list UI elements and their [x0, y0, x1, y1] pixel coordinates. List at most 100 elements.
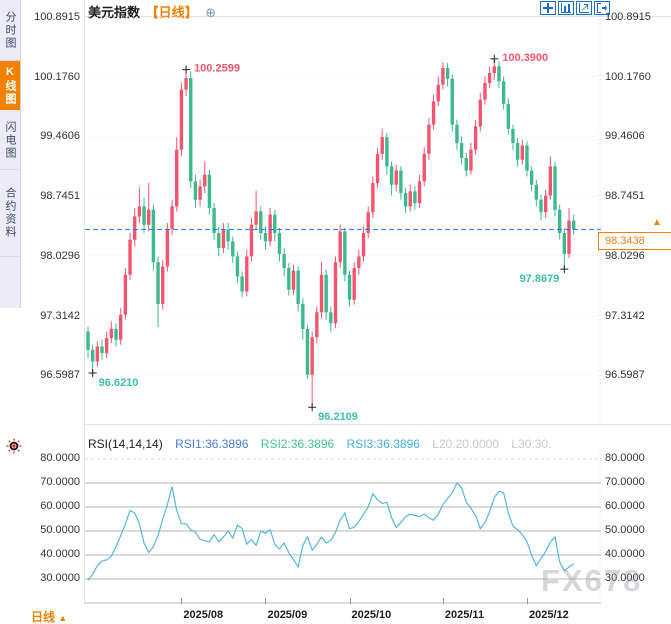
- candle-body: [436, 84, 440, 102]
- marker-cross-icon: [182, 65, 191, 74]
- axis-gutter-divider: [84, 0, 85, 605]
- candle-body: [245, 256, 249, 292]
- price-axis-label: 99.4606: [40, 130, 80, 142]
- add-indicator-icon[interactable]: ⊕: [205, 5, 217, 20]
- x-axis-tick: [181, 598, 183, 604]
- price-chart[interactable]: 100.2599 100.3900 96.6210 96.2109 97.8679: [85, 15, 601, 424]
- candle-body: [366, 212, 370, 234]
- marker-cross-icon: [490, 54, 499, 63]
- candle-body: [501, 81, 506, 104]
- candle-body: [118, 314, 123, 340]
- candle-body: [100, 346, 104, 354]
- rsi2-value: RSI2:36.3896: [260, 437, 335, 451]
- period-selector-label: 日线: [31, 610, 56, 624]
- candle-body: [310, 337, 314, 375]
- price-axis-label: 98.7451: [40, 190, 80, 202]
- candle-body: [403, 193, 408, 207]
- candle-body: [394, 170, 398, 185]
- candle-body: [273, 214, 277, 234]
- sidebar-item-contract-info[interactable]: 合约资料: [0, 170, 20, 257]
- candle-body: [543, 195, 548, 213]
- marker-cross-icon: [560, 265, 569, 274]
- candle-body: [553, 166, 557, 210]
- rsi-header: RSI(14,14,14) RSI1:36.3896 RSI2:36.3896 …: [88, 437, 560, 451]
- candle-body: [291, 270, 296, 290]
- candle-body: [487, 72, 492, 83]
- rsi-chart[interactable]: [85, 450, 601, 604]
- candle-body: [483, 82, 487, 100]
- latest-price-arrow-icon[interactable]: ▲: [652, 217, 662, 228]
- x-axis-label: 2025/12: [528, 609, 569, 621]
- candle-body: [151, 209, 156, 263]
- candlestick-svg[interactable]: 100.2599 100.3900 96.6210 96.2109 97.8679: [85, 15, 601, 424]
- candle-body: [133, 216, 137, 240]
- candle-body: [147, 209, 151, 225]
- price-marker-label: 96.2109: [318, 411, 358, 423]
- x-axis-label: 2025/11: [444, 609, 485, 621]
- candle-body: [296, 270, 300, 304]
- candle-body: [287, 268, 291, 290]
- candle-body: [254, 211, 258, 225]
- candle-body: [520, 145, 525, 160]
- candle-body: [571, 220, 576, 230]
- price-axis-label: 100.8915: [34, 11, 80, 23]
- pan-icon[interactable]: [540, 1, 556, 15]
- rsi-axis-label: 50.0000: [605, 524, 645, 536]
- rsi-axis-label: 80.0000: [40, 452, 80, 464]
- candle-body: [478, 99, 482, 127]
- sidebar-item-timeline-chart[interactable]: 分时图: [0, 0, 20, 61]
- marker-cross-icon: [88, 369, 97, 378]
- rsi-axis-label: 70.0000: [605, 476, 645, 488]
- popout-icon[interactable]: [594, 1, 610, 15]
- x-axis-tick: [349, 598, 351, 604]
- candle-body: [338, 231, 342, 263]
- candle-body: [207, 174, 212, 209]
- rsi-axis-label: 30.0000: [40, 572, 80, 584]
- trend-cursor-icon[interactable]: [576, 1, 592, 15]
- candle-body: [539, 199, 543, 213]
- candle-body: [380, 137, 384, 154]
- candle-body: [221, 229, 226, 249]
- x-axis-tick: [526, 598, 528, 604]
- axis-scale-icon[interactable]: [558, 1, 574, 15]
- candle-body: [277, 233, 282, 254]
- candle-body: [343, 231, 347, 275]
- candle-body: [473, 126, 478, 150]
- candle-body: [179, 89, 184, 150]
- sidebar-item-kline-chart[interactable]: K线图: [0, 61, 20, 110]
- candle-body: [567, 220, 571, 254]
- price-marker-label: 100.2599: [194, 63, 240, 75]
- candle-body: [184, 77, 188, 90]
- price-axis-label: 98.0296: [605, 250, 645, 262]
- candle-body: [95, 346, 100, 362]
- period-selector[interactable]: 日线 ▲: [31, 608, 67, 624]
- x-axis-label: 2025/10: [351, 609, 392, 621]
- rsi-settings-icon[interactable]: [6, 438, 22, 454]
- candle-body: [263, 233, 268, 242]
- candle-body: [548, 166, 553, 196]
- page-title: 美元指数: [88, 5, 141, 20]
- current-price-tag: 98.3438: [598, 232, 671, 250]
- candle-body: [235, 256, 240, 277]
- sidebar-item-lightning-chart[interactable]: 闪电图: [0, 111, 20, 170]
- candle-body: [268, 214, 272, 242]
- rsi-axis-label: 80.0000: [605, 452, 645, 464]
- candle-body: [198, 186, 202, 200]
- rsi-axis-label: 60.0000: [605, 500, 645, 512]
- price-axis-label: 100.1760: [605, 71, 651, 83]
- rsi-axis-label: 50.0000: [40, 524, 80, 536]
- candle-body: [315, 312, 319, 338]
- rsi-svg[interactable]: [85, 450, 601, 604]
- candle-body: [193, 181, 198, 200]
- candle-body: [90, 349, 95, 362]
- rsi1-value: RSI1:36.3896: [175, 437, 249, 451]
- plot-top-border: [85, 16, 671, 17]
- price-marker-label: 97.8679: [520, 273, 560, 285]
- l30-value: L30:30.: [511, 437, 552, 451]
- candle-body: [156, 262, 160, 304]
- candle-body: [441, 67, 445, 85]
- candle-body: [212, 208, 216, 234]
- candle-body: [459, 143, 464, 159]
- rsi-axis-label: 40.0000: [605, 548, 645, 560]
- candle-body: [231, 241, 235, 257]
